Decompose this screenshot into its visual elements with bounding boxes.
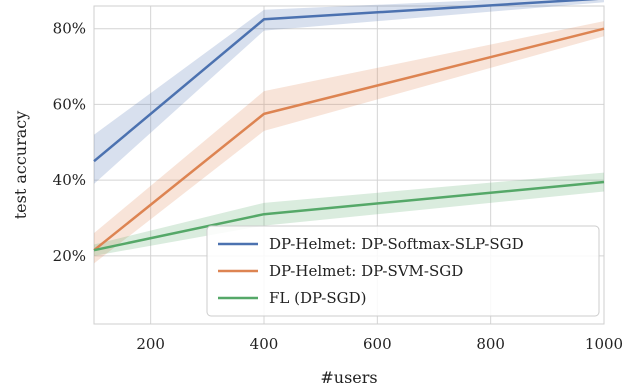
y-tick-label: 80% (53, 20, 86, 38)
legend-label-2: FL (DP-SGD) (269, 289, 367, 307)
x-tick-label: 800 (476, 335, 505, 353)
series-band-1 (94, 21, 604, 264)
series-lines (93, 0, 605, 252)
plot-frame (93, 5, 605, 325)
x-tick-labels: 200 400 600 800 1000 (136, 335, 623, 353)
x-axis-label: #users (320, 368, 377, 387)
series-line-0 (93, 0, 599, 163)
legend-box (206, 225, 600, 317)
series-line-1 (93, 27, 605, 252)
series-band-0 (94, 0, 604, 184)
y-tick-labels: 20% 40% 60% 80% (53, 20, 86, 265)
series-line-2 (93, 180, 605, 252)
x-tick-label: 1000 (585, 335, 623, 353)
legend: DP-Helmet: DP-Softmax-SLP-SGD DP-Helmet: … (206, 225, 600, 317)
y-tick-label: 60% (53, 95, 86, 113)
x-tick-label: 600 (363, 335, 392, 353)
legend-label-0: DP-Helmet: DP-Softmax-SLP-SGD (269, 235, 524, 253)
y-tick-label: 40% (53, 171, 86, 189)
confidence-bands (94, 0, 604, 264)
y-axis-label: test accuracy (11, 111, 30, 220)
y-tick-label: 20% (53, 247, 86, 265)
x-tick-label: 400 (250, 335, 279, 353)
legend-label-1: DP-Helmet: DP-SVM-SGD (269, 262, 463, 280)
x-tick-label: 200 (136, 335, 165, 353)
